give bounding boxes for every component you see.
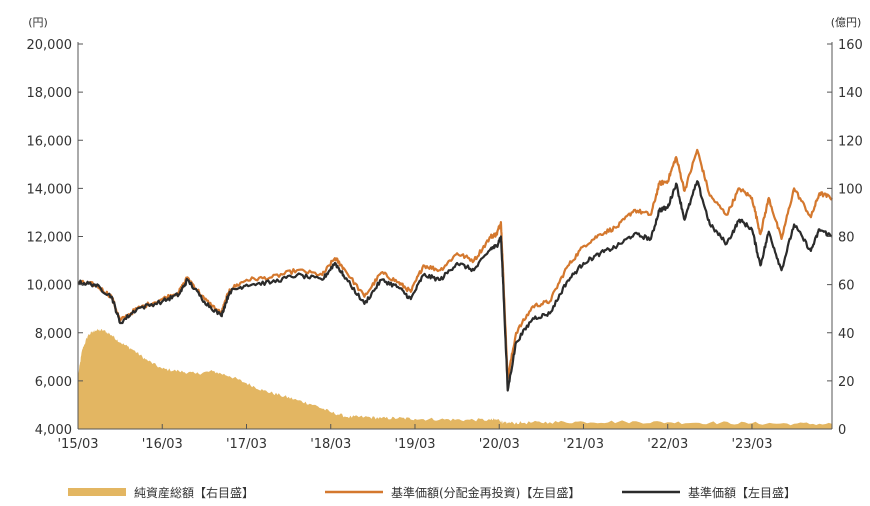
right-tick-label: 120	[838, 134, 863, 149]
x-tick-label: '15/03	[57, 437, 98, 452]
right-tick-label: 100	[838, 182, 863, 197]
right-tick-label: 60	[838, 279, 855, 294]
line-layer	[77, 148, 833, 392]
right-tick-label: 40	[838, 327, 855, 342]
right-tick-label: 140	[838, 86, 863, 101]
legend-label: 純資産総額【右目盛】	[134, 485, 254, 500]
left-tick-label: 10,000	[27, 279, 73, 294]
right-tick-label: 80	[838, 231, 855, 246]
x-tick-label: '23/03	[731, 437, 772, 452]
right-tick-label: 20	[838, 375, 855, 390]
left-axis-unit: (円)	[28, 16, 48, 29]
series-line-nav	[77, 180, 833, 392]
legend: 純資産総額【右目盛】 基準価額(分配金再投資)【左目盛】 基準価額【左目盛】	[68, 485, 796, 500]
area-layer	[78, 328, 832, 429]
x-tick-label: '20/03	[479, 437, 520, 452]
left-tick-label: 18,000	[27, 86, 73, 101]
x-tick-label: '18/03	[310, 437, 351, 452]
x-tick-label: '19/03	[394, 437, 435, 452]
left-tick-label: 8,000	[35, 327, 72, 342]
legend-swatch-area	[68, 488, 126, 496]
right-tick-label: 0	[838, 423, 846, 438]
x-tick-label: '21/03	[563, 437, 604, 452]
series-area-net-assets	[78, 328, 832, 429]
x-tick-label: '16/03	[142, 437, 183, 452]
x-tick-label: '22/03	[647, 437, 688, 452]
axis-layer: 4,000 6,000 8,000 10,000 12,000 14,000 16,000 1…	[27, 38, 863, 452]
legend-label: 基準価額【左目盛】	[688, 485, 796, 500]
left-tick-label: 6,000	[35, 375, 72, 390]
left-tick-label: 4,000	[35, 423, 72, 438]
legend-label: 基準価額(分配金再投資)【左目盛】	[391, 485, 580, 500]
x-tick-label: '17/03	[226, 437, 267, 452]
right-axis-unit: (億円)	[831, 16, 862, 29]
right-tick-label: 160	[838, 38, 863, 53]
left-tick-label: 16,000	[27, 134, 73, 149]
left-tick-label: 14,000	[27, 182, 73, 197]
left-tick-label: 12,000	[27, 231, 73, 246]
left-tick-label: 20,000	[27, 38, 73, 53]
